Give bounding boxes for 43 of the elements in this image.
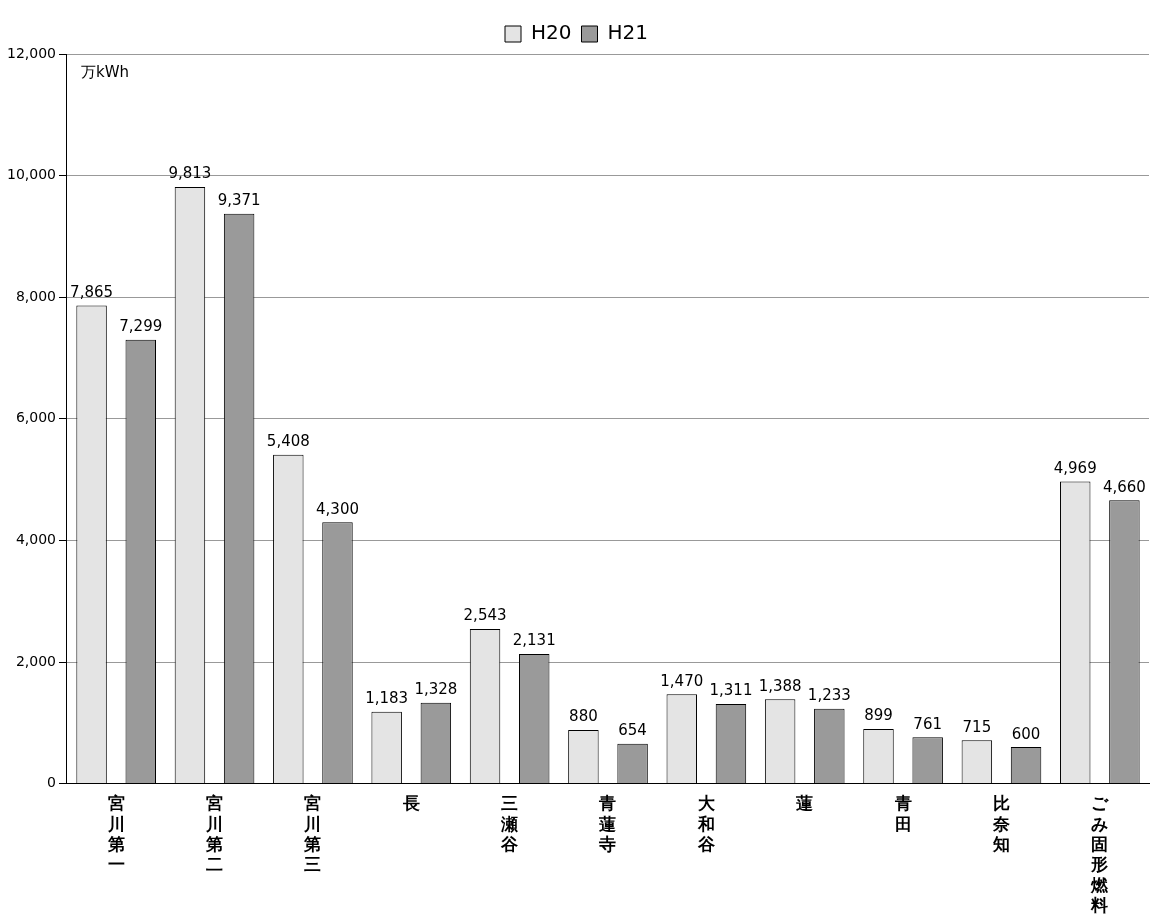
data-label: 1,311 [709,681,753,700]
data-label: 880 [569,707,598,726]
data-label: 1,328 [414,680,458,699]
y-tick-label: 12,000 [6,44,56,61]
data-label: 1,470 [660,671,704,690]
data-label: 899 [864,706,893,725]
data-label: 4,660 [1102,477,1146,496]
data-label: 2,543 [463,606,507,625]
data-label: 4,300 [316,499,359,518]
y-axis-title: 万kWh [80,63,130,82]
x-tick-label: 宮川第二 [205,793,224,875]
y-tick-label: 4,000 [15,531,56,548]
data-label: 715 [962,717,992,736]
data-label: 2,131 [512,631,556,650]
data-label: 1,388 [758,676,802,695]
x-tick-label: 青田 [893,793,912,834]
data-label: 9,371 [217,191,261,210]
legend-label: H21 [607,20,648,45]
x-tick-label: 蓮 [795,793,814,814]
x-tick-label: ごみ固形燃料 [1090,793,1110,916]
x-tick-label: 宮川第三 [303,793,322,875]
data-label: 7,299 [119,317,163,336]
x-tick-label: 大和谷 [696,793,716,855]
x-tick-label: 比奈知 [991,793,1010,855]
legend-label: H20 [531,20,572,45]
data-label: 5,408 [266,432,310,451]
y-tick-label: 2,000 [15,652,56,669]
data-label: 1,233 [807,686,851,705]
x-tick-label: 三瀬谷 [500,793,520,855]
data-label: 4,969 [1053,458,1097,477]
x-tick-label: 長 [401,793,420,814]
y-tick-label: 0 [47,774,56,791]
y-tick-label: 10,000 [6,166,56,183]
x-tick-label: 青蓮寺 [598,793,617,855]
data-label: 1,183 [365,689,409,708]
data-label: 761 [913,714,942,733]
data-label: 7,865 [70,282,114,301]
x-tick-label: 宮川第一 [106,793,125,875]
y-tick-label: 6,000 [15,409,56,426]
data-label: 9,813 [168,164,212,183]
data-label: 654 [618,721,647,740]
y-tick-label: 8,000 [15,287,56,304]
data-label: 600 [1011,724,1041,743]
